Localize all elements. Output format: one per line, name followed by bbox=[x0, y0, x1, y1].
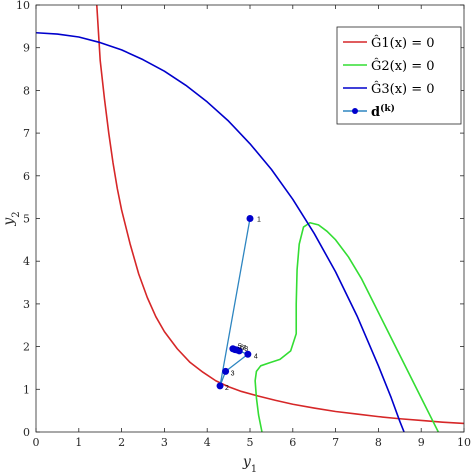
point-label-1: 1 bbox=[257, 217, 261, 224]
y-tick-label: 2 bbox=[23, 341, 30, 354]
legend-box bbox=[336, 26, 462, 125]
y-tick-label: 4 bbox=[23, 255, 30, 268]
point-label-3: 3 bbox=[231, 370, 235, 377]
x-axis-label-sub: 1 bbox=[251, 464, 257, 474]
x-tick-label: 0 bbox=[33, 436, 40, 449]
legend-label-3: Ĝ3(x) = 0 bbox=[371, 80, 435, 97]
y-tick-label: 0 bbox=[23, 426, 30, 439]
point-label-8: 8 bbox=[244, 346, 248, 353]
point-label-2: 2 bbox=[225, 385, 229, 392]
y-tick-label: 3 bbox=[23, 298, 30, 311]
legend-label-1: Ĝ1(x) = 0 bbox=[371, 34, 435, 51]
series-line-3 bbox=[36, 31, 405, 432]
series-line-2 bbox=[254, 221, 440, 432]
x-tick-label: 10 bbox=[457, 436, 471, 449]
x-tick-label: 3 bbox=[161, 436, 168, 449]
point-label-5: 5 bbox=[238, 344, 242, 351]
x-tick-label: 9 bbox=[418, 436, 425, 449]
y-tick-label: 9 bbox=[23, 42, 30, 55]
y-tick-label: 7 bbox=[23, 127, 30, 140]
x-tick-label: 4 bbox=[204, 436, 211, 449]
series-point-4-2 bbox=[216, 382, 224, 390]
series-line-1 bbox=[95, 5, 464, 425]
point-label-4: 4 bbox=[254, 353, 258, 360]
point-label-6: 6 bbox=[240, 345, 244, 352]
x-tick-label: 5 bbox=[247, 436, 254, 449]
x-tick-label: 7 bbox=[332, 436, 339, 449]
legend-label-sup: (k) bbox=[380, 103, 395, 114]
series-point-4-3 bbox=[222, 367, 230, 375]
legend-marker-4 bbox=[352, 108, 358, 114]
y-tick-label: 6 bbox=[23, 170, 30, 183]
series-point-4-1 bbox=[246, 215, 254, 222]
y-tick-label: 10 bbox=[16, 0, 30, 12]
y-tick-label: 5 bbox=[23, 213, 30, 226]
point-label-7: 7 bbox=[242, 345, 246, 352]
x-tick-label: 2 bbox=[118, 436, 125, 449]
y-axis-label-sub: 2 bbox=[11, 211, 22, 217]
series-point-4-4 bbox=[244, 350, 252, 358]
y-tick-label: 1 bbox=[23, 383, 30, 396]
series-point-4-8 bbox=[235, 347, 243, 355]
x-tick-label: 1 bbox=[75, 436, 82, 449]
y-tick-label: 8 bbox=[23, 84, 30, 97]
x-tick-label: 6 bbox=[289, 436, 296, 449]
legend-label-2: Ĝ2(x) = 0 bbox=[371, 57, 435, 74]
x-tick-label: 8 bbox=[375, 436, 382, 449]
